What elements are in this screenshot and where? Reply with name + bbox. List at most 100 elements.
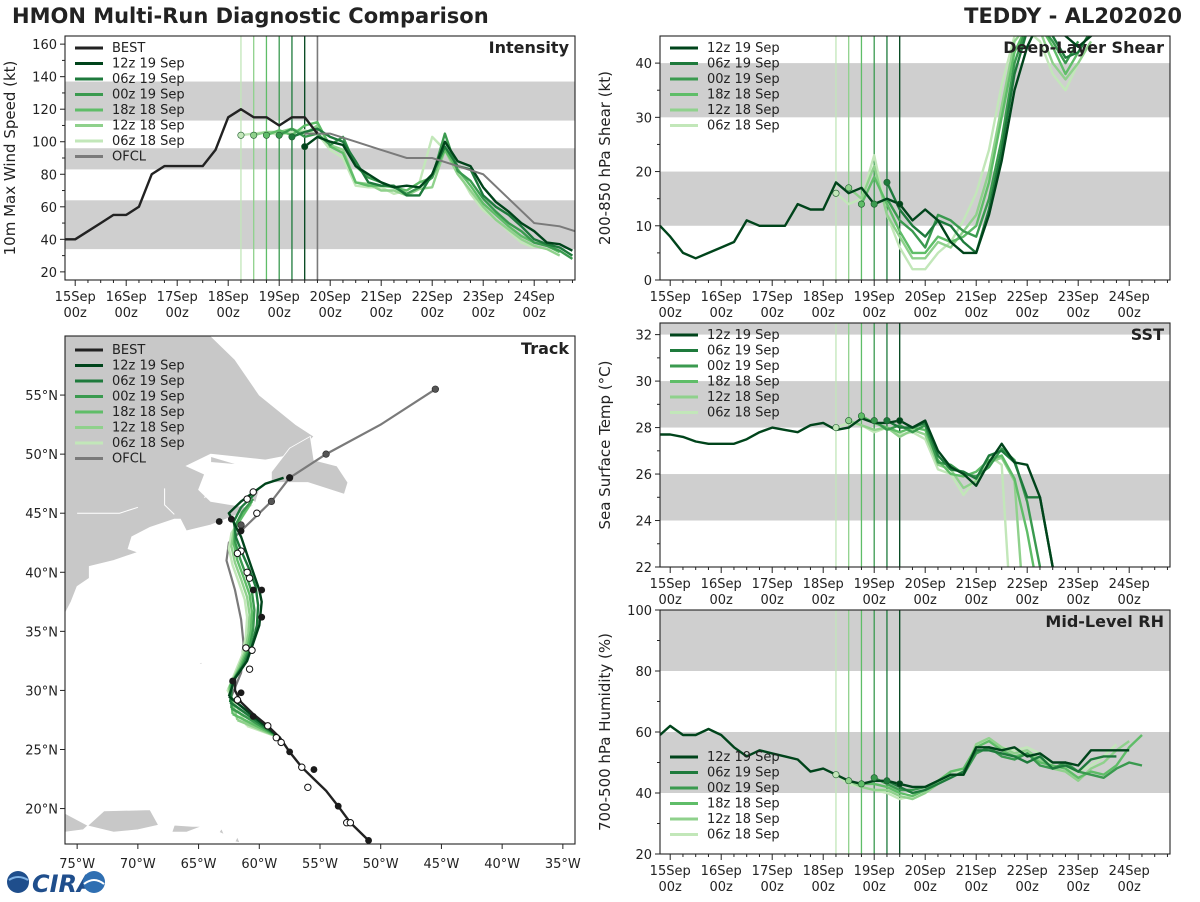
border-line <box>204 483 212 499</box>
x-tick-hour-label: 00z <box>812 880 836 895</box>
x-tick-hour-label: 00z <box>659 306 683 321</box>
x-tick-hour-label: 00z <box>1016 593 1040 608</box>
x-tick-hour-label: 00z <box>115 306 139 321</box>
best-point-open <box>346 819 355 827</box>
y-tick-label: 24 <box>635 515 652 530</box>
y-tick-label: 30 <box>635 111 652 126</box>
init-point <box>870 417 878 425</box>
x-tick-day-label: 15Sep <box>650 864 691 879</box>
panel-title: Mid-Level RH <box>1045 612 1164 631</box>
x-tick-label: 45°W <box>423 857 459 872</box>
init-point <box>857 412 865 420</box>
track-point-open <box>233 696 242 704</box>
legend-label: 12z 18 Sep <box>112 119 185 134</box>
x-tick-hour-label: 00z <box>812 306 836 321</box>
x-tick-hour-label: 00z <box>863 306 887 321</box>
land-mass <box>234 835 241 844</box>
figure-title: HMON Multi-Run Diagnostic Comparison <box>12 4 489 28</box>
x-tick-hour-label: 00z <box>319 306 343 321</box>
x-tick-day-label: 16Sep <box>701 577 742 592</box>
legend-label: BEST <box>112 343 145 358</box>
y-axis-label: Sea Surface Temp (°C) <box>596 360 614 529</box>
init-point <box>275 131 283 139</box>
legend-label: 18z 18 Sep <box>112 103 185 118</box>
sst-frame <box>659 322 1171 568</box>
init-point <box>845 184 853 192</box>
legend-label: 06z 18 Sep <box>112 134 185 149</box>
track-point-open <box>243 495 251 503</box>
threshold-band <box>660 323 1170 335</box>
intensity-panel: 2040608010012014016015Sep00z16Sep00z17Se… <box>1 35 576 321</box>
panel-title: Intensity <box>489 38 570 57</box>
init-point <box>896 417 904 425</box>
x-tick-hour-label: 00z <box>710 880 734 895</box>
init-point <box>883 777 891 785</box>
x-tick-hour-label: 00z <box>965 593 989 608</box>
run-series-line <box>899 746 1130 789</box>
x-tick-hour-label: 00z <box>1067 880 1091 895</box>
x-tick-day-label: 23Sep <box>1058 864 1099 879</box>
legend-label: 18z 18 Sep <box>707 797 780 812</box>
init-point <box>237 131 245 139</box>
ofcl-track-point <box>237 521 245 529</box>
x-tick-day-label: 19Sep <box>259 290 300 305</box>
legend-label: 00z 19 Sep <box>707 781 780 796</box>
y-tick-label: 40 <box>635 787 652 802</box>
init-point <box>832 189 840 197</box>
shear-frame <box>659 35 1171 281</box>
x-tick-hour-label: 00z <box>370 306 394 321</box>
x-tick-hour-label: 00z <box>64 306 88 321</box>
x-tick-label: 60°W <box>241 857 277 872</box>
run-series-line <box>303 135 573 252</box>
track-panel: 75°W 70°W 65°W 60°W 55°W 50°W 45°W 40°W 35°W 20°N… <box>25 335 581 872</box>
border-line <box>164 488 175 515</box>
x-tick-hour-label: 00z <box>1067 593 1091 608</box>
x-tick-hour-label: 00z <box>1118 880 1142 895</box>
init-point <box>301 143 309 151</box>
ofcl-series-line <box>304 132 575 233</box>
x-tick-label: 40°W <box>484 857 520 872</box>
init-point <box>262 131 270 139</box>
x-tick-day-label: 24Sep <box>1109 864 1150 879</box>
y-tick-label: 25°N <box>25 743 58 758</box>
y-tick-label: 120 <box>32 103 57 118</box>
legend-label: 18z 18 Sep <box>707 88 780 103</box>
y-tick-label: 40 <box>40 233 57 248</box>
x-tick-day-label: 15Sep <box>650 290 691 305</box>
x-tick-day-label: 22Sep <box>1007 577 1048 592</box>
run-series-line <box>899 419 1054 567</box>
intensity-plot-area <box>65 36 575 280</box>
globe-icon <box>7 871 29 893</box>
x-tick-day-label: 21Sep <box>956 290 997 305</box>
track-point-filled <box>229 677 236 685</box>
best-series-line <box>660 417 900 445</box>
legend-label: BEST <box>112 41 145 56</box>
x-tick-day-label: 24Sep <box>514 290 555 305</box>
x-tick-day-label: 22Sep <box>412 290 453 305</box>
best-point-open <box>298 763 306 771</box>
legend-label: 06z 19 Sep <box>707 57 780 72</box>
y-tick-label: 100 <box>32 136 57 151</box>
init-point <box>832 424 840 432</box>
x-tick-hour-label: 00z <box>268 306 292 321</box>
track-point-filled <box>215 518 223 525</box>
panel-title: Track <box>521 339 569 358</box>
y-tick-label: 40 <box>635 57 652 72</box>
init-point <box>883 417 891 425</box>
x-tick-label: 70°W <box>120 857 156 872</box>
init-point <box>883 178 891 186</box>
legend-label: 06z 19 Sep <box>112 374 185 389</box>
x-tick-day-label: 17Sep <box>157 290 198 305</box>
track-point-filled <box>227 515 235 523</box>
track-point-filled <box>334 802 342 810</box>
x-tick-hour-label: 00z <box>812 593 836 608</box>
legend-label: 12z 19 Sep <box>707 328 780 343</box>
shear-plot-area <box>660 36 1170 280</box>
track-point-filled <box>365 837 372 844</box>
land-mass <box>218 827 225 836</box>
x-tick-hour-label: 00z <box>1067 306 1091 321</box>
legend-label: 06z 18 Sep <box>707 406 780 421</box>
x-tick-day-label: 19Sep <box>854 577 895 592</box>
x-tick-hour-label: 00z <box>1118 593 1142 608</box>
x-tick-hour-label: 00z <box>1016 880 1040 895</box>
